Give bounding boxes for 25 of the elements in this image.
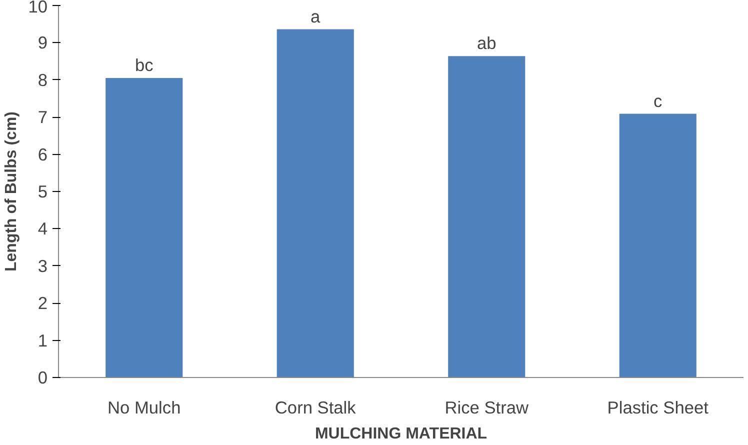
y-tick-label: 3 (38, 256, 48, 276)
y-tick-label: 1 (38, 330, 48, 350)
y-tick-label: 4 (38, 218, 48, 239)
annotation: c (654, 90, 663, 111)
x-axis-title: MULCHING MATERIAL (314, 426, 488, 442)
bar (106, 78, 183, 378)
annotation: ab (476, 33, 496, 54)
y-tick-label: 6 (38, 144, 48, 164)
x-tick-label: No Mulch (108, 398, 181, 418)
y-tick-label: 9 (38, 32, 48, 53)
y-tick-label: 10 (28, 0, 48, 16)
bar (619, 114, 696, 378)
bar (276, 29, 354, 378)
y-tick-label: 0 (38, 368, 48, 388)
annotation: a (310, 6, 321, 26)
x-tick-label: Rice Straw (444, 398, 529, 418)
bar (448, 56, 526, 378)
y-tick-label: 8 (38, 70, 48, 90)
x-tick-label: Corn Stalk (274, 398, 356, 418)
x-tick-label: Plastic Sheet (607, 398, 709, 418)
y-axis-title: Length of Bulbs (cm) (3, 112, 20, 272)
annotation: bc (134, 55, 154, 76)
y-tick-label: 7 (38, 107, 48, 128)
y-tick-label: 2 (38, 293, 48, 314)
y-tick-label: 5 (38, 182, 48, 202)
